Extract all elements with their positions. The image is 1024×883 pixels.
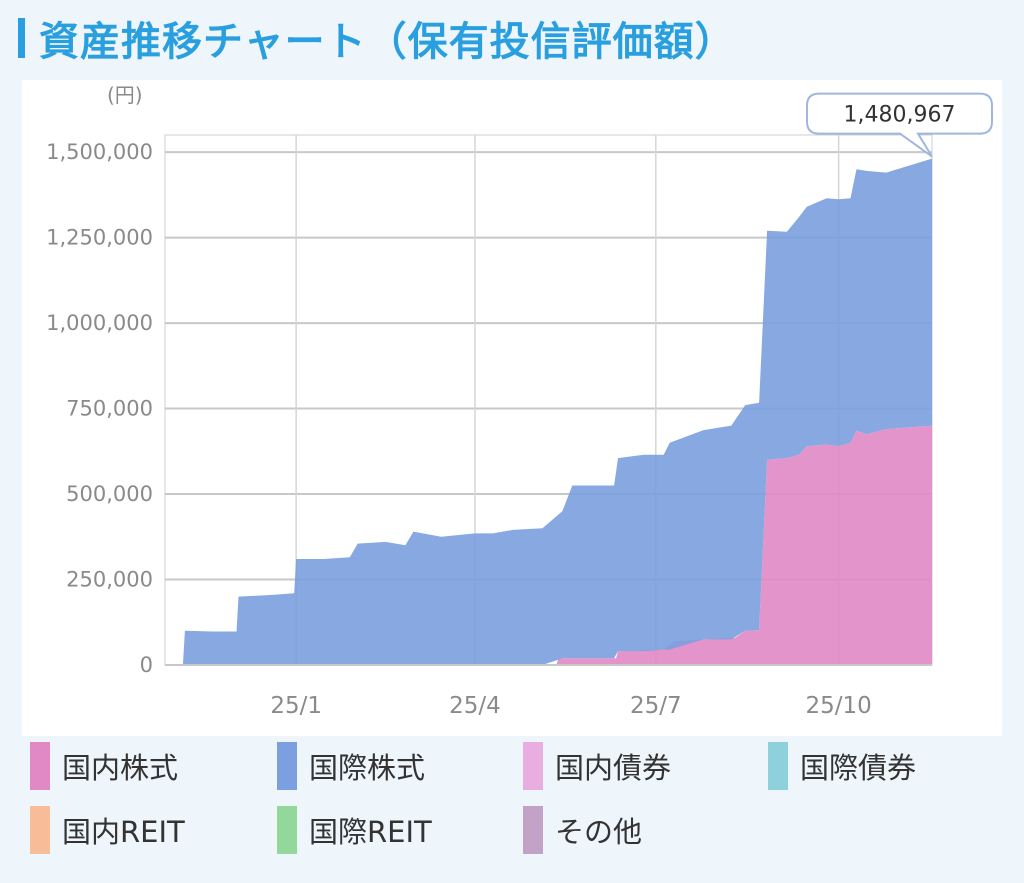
series-area-2 [182,158,932,665]
x-tick-label: 25/1 [270,693,322,719]
legend-item: 国内REIT [30,806,185,854]
chart-panel: 0 250,000 500,000 750,000 1,000,000 1,250,000… [22,80,1002,736]
legend-swatch [30,742,50,790]
legend-label: 国内債券 [555,751,672,785]
legend-swatch [523,806,543,854]
y-tick-label: 250,000 [66,568,153,592]
y-tick-label: 1,000,000 [46,311,153,335]
y-tick-label: 500,000 [66,482,153,506]
legend-label: 国際REIT [309,815,432,849]
legend-label: 国際債券 [800,751,917,785]
legend-swatch [30,806,50,854]
y-tick-label: 0 [140,653,153,677]
asset-area-chart: 0 250,000 500,000 750,000 1,000,000 1,250,000… [46,83,993,719]
y-tick-label: 750,000 [66,397,153,421]
series-area-1 [556,425,932,665]
legend-item: 国内債券 [523,742,671,790]
title-accent-bar [18,18,25,58]
legend-item: 国際REIT [277,806,432,854]
y-tick-label: 1,250,000 [46,226,153,250]
chart-title-container: 資産推移チャート（保有投信評価額） [18,8,736,68]
legend-item: 国内株式 [30,742,178,790]
value-callout: 1,480,967 [806,92,993,158]
legend-label: 国内株式 [62,751,179,785]
legend-swatch [523,742,543,790]
legend-label: 国際株式 [309,751,426,785]
legend-item: その他 [523,806,642,854]
legend-swatch [277,806,297,854]
legend-item: 国際債券 [768,742,916,790]
legend-swatch [277,742,297,790]
callout-value: 1,480,967 [844,103,956,128]
page-title: 資産推移チャート（保有投信評価額） [39,19,736,65]
legend-swatch [768,742,788,790]
y-unit-label: (円) [107,83,143,107]
legend-item: 国際株式 [277,742,425,790]
y-tick-label: 1,500,000 [46,140,153,164]
x-tick-label: 25/7 [630,693,682,719]
legend-label: 国内REIT [62,815,185,849]
x-tick-label: 25/4 [449,693,501,719]
x-tick-label: 25/10 [805,693,871,719]
legend-label: その他 [555,815,643,849]
callout-bubble [806,92,993,158]
